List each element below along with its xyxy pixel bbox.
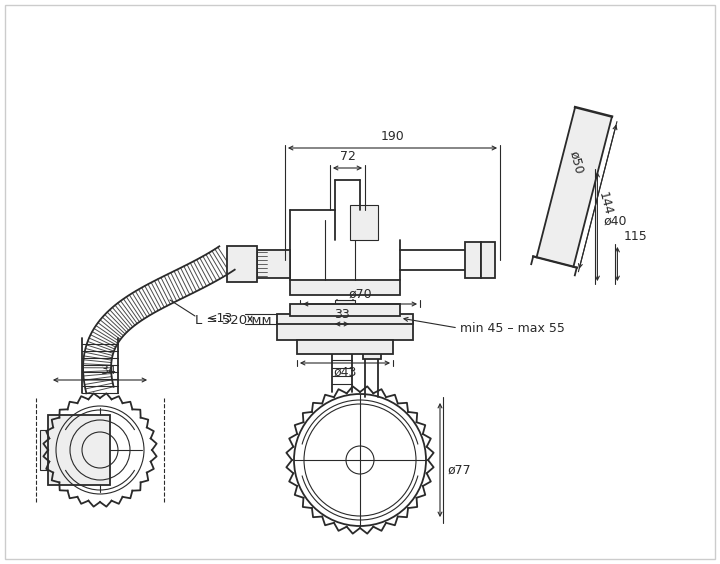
Text: ø43: ø43 (333, 365, 356, 378)
Bar (48, 415, 110, 485)
Text: 144: 144 (595, 191, 614, 217)
Text: 115: 115 (624, 230, 647, 243)
Text: ø40: ø40 (603, 215, 627, 228)
Text: <13: <13 (207, 312, 233, 325)
Bar (227, 246, 257, 282)
Polygon shape (536, 107, 612, 267)
Text: ø70: ø70 (348, 288, 372, 301)
Bar (335, 300, 355, 308)
Text: ø77: ø77 (448, 464, 472, 477)
Bar (290, 304, 400, 316)
Bar (290, 280, 400, 295)
Bar (350, 205, 378, 240)
Bar (277, 314, 413, 324)
Text: ø50: ø50 (567, 149, 585, 175)
Bar (257, 250, 290, 278)
Bar (363, 335, 381, 347)
Bar (277, 322, 413, 340)
Bar (363, 347, 381, 359)
Text: 190: 190 (381, 130, 405, 143)
Text: 34: 34 (100, 364, 116, 377)
Text: 72: 72 (340, 151, 356, 164)
Text: min 45 – max 55: min 45 – max 55 (460, 321, 565, 334)
Text: L = 520 мм: L = 520 мм (195, 314, 271, 327)
Bar (297, 340, 393, 354)
Bar (481, 242, 495, 278)
Text: 33: 33 (334, 307, 350, 320)
Bar (465, 242, 481, 278)
Bar (40, 430, 52, 470)
